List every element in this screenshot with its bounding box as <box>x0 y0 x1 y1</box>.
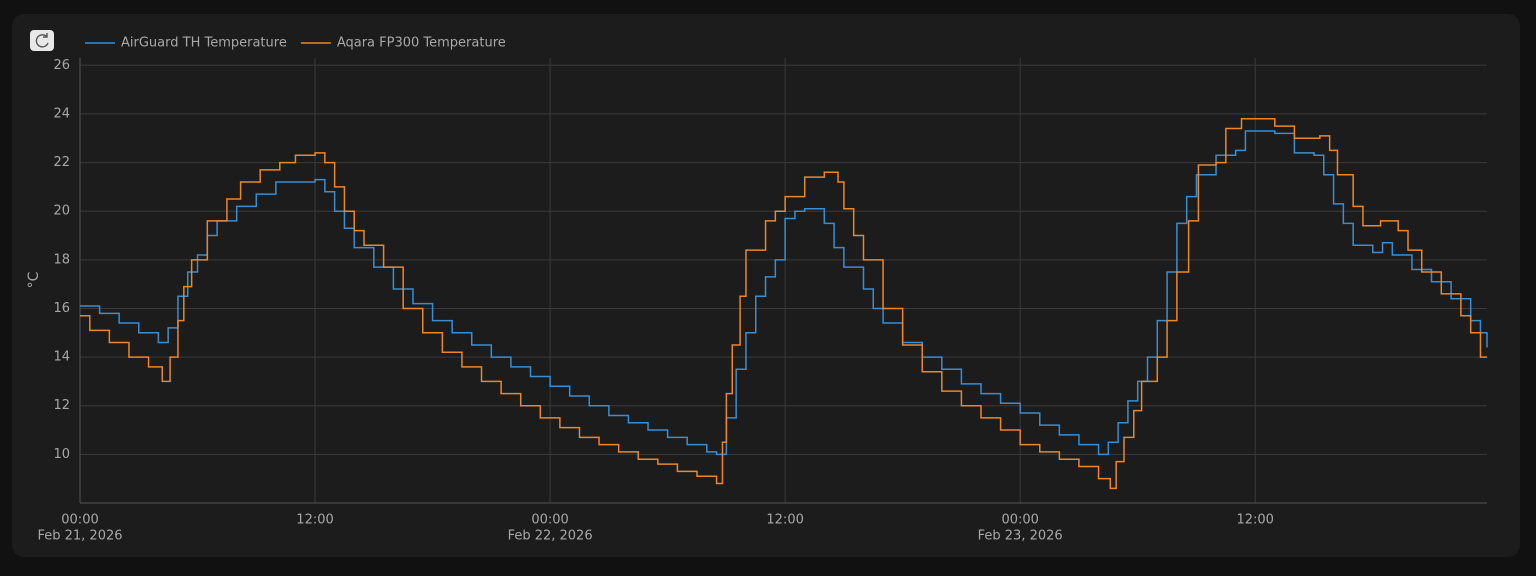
refresh-button-bg[interactable] <box>30 30 54 51</box>
y-tick-label: 22 <box>53 155 70 170</box>
x-tick-label: 00:00 <box>531 513 568 528</box>
x-tick-label: 00:00 <box>61 513 98 528</box>
x-tick-label: 12:00 <box>296 513 333 528</box>
legend-label[interactable]: AirGuard TH Temperature <box>121 36 287 51</box>
x-tick-label: 00:00 <box>1001 513 1038 528</box>
refresh-button[interactable] <box>30 30 54 51</box>
series-line <box>80 130 1488 456</box>
series-line <box>80 118 1487 490</box>
x-tick-label: 12:00 <box>766 513 803 528</box>
y-tick-label: 24 <box>53 106 70 121</box>
refresh-icon[interactable] <box>35 33 49 48</box>
y-tick-label: 14 <box>53 350 70 365</box>
y-tick-label: 26 <box>53 58 70 73</box>
x-tick-label: 12:00 <box>1236 513 1273 528</box>
y-tick-label: 12 <box>53 398 70 413</box>
x-tick-date: Feb 23, 2026 <box>978 529 1063 544</box>
x-tick-date: Feb 21, 2026 <box>37 529 122 544</box>
x-tick-date: Feb 22, 2026 <box>508 529 593 544</box>
y-tick-label: 10 <box>53 447 70 462</box>
y-tick-label: 16 <box>53 301 70 316</box>
legend-label[interactable]: Aqara FP300 Temperature <box>337 36 506 51</box>
y-axis-label: °C <box>26 271 42 288</box>
y-tick-label: 20 <box>53 204 70 219</box>
y-tick-label: 18 <box>53 252 70 267</box>
